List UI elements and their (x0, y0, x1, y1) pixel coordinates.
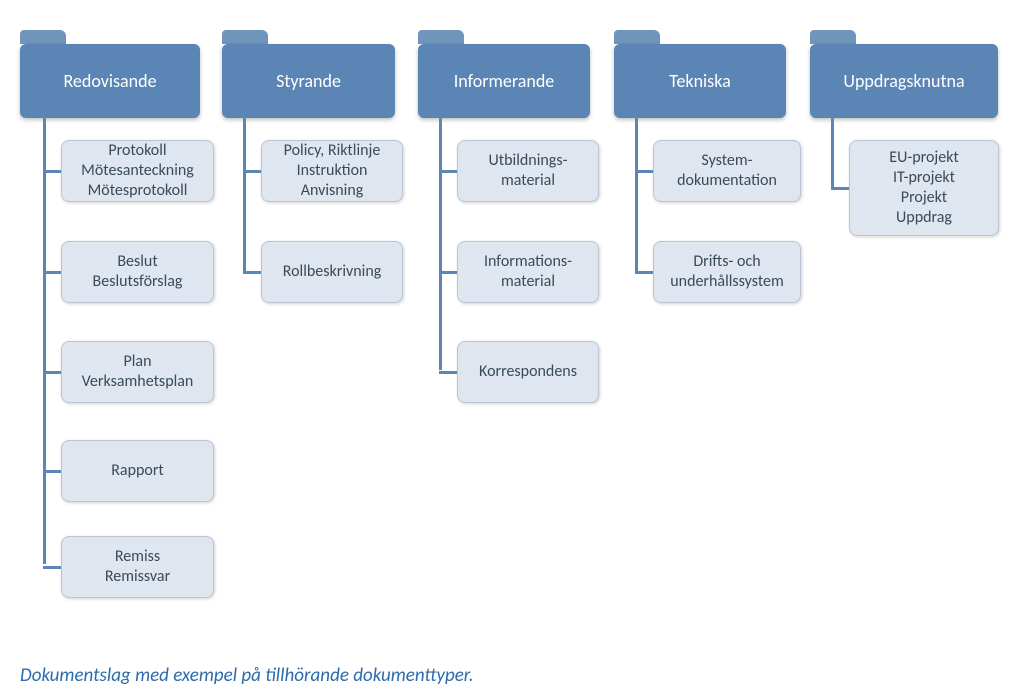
connector-branch-tekniska-0 (635, 170, 653, 173)
connector-branch-redovisande-4 (43, 566, 61, 569)
item-styrande-0: Policy, Riktlinje Instruktion Anvisning (261, 140, 403, 202)
item-redovisande-1: Beslut Beslutsförslag (61, 241, 214, 303)
item-text-informerande-0: Utbildnings- material (483, 147, 574, 195)
connector-trunk-uppdragsknutna (831, 118, 834, 190)
item-styrande-1: Rollbeskrivning (261, 241, 403, 303)
item-informerande-2: Korrespondens (457, 341, 599, 403)
connector-branch-tekniska-1 (635, 271, 653, 274)
item-text-styrande-1: Rollbeskrivning (277, 258, 388, 286)
connector-branch-redovisande-0 (43, 170, 61, 173)
connector-branch-styrande-1 (243, 271, 261, 274)
item-text-redovisande-2: Plan Verksamhetsplan (76, 348, 200, 396)
folder-label-styrande: Styrande (270, 71, 347, 92)
item-text-tekniska-0: System- dokumentation (671, 147, 783, 195)
diagram-canvas: Redovisande Protokoll Mötesanteckning Möt… (0, 0, 1024, 695)
item-text-informerande-1: Informations- material (478, 248, 578, 296)
item-informerande-0: Utbildnings- material (457, 140, 599, 202)
connector-branch-informerande-1 (439, 271, 457, 274)
folder-informerande: Informerande (418, 30, 590, 118)
item-text-redovisande-0: Protokoll Mötesanteckning Mötesprotokoll (75, 137, 200, 205)
folder-redovisande: Redovisande (20, 30, 200, 118)
item-text-redovisande-3: Rapport (105, 457, 170, 485)
folder-label-informerande: Informerande (448, 71, 561, 92)
connector-branch-informerande-2 (439, 371, 457, 374)
connector-branch-uppdragsknutna-0 (831, 187, 849, 190)
folder-label-tekniska: Tekniska (663, 71, 736, 92)
item-tekniska-1: Drifts- och underhållssystem (653, 241, 801, 303)
folder-body-informerande: Informerande (418, 44, 590, 118)
folder-tab-tekniska (614, 30, 660, 44)
item-text-informerande-2: Korrespondens (473, 358, 583, 386)
folder-body-styrande: Styrande (222, 44, 395, 118)
item-text-uppdragsknutna-0: EU-projekt IT-projekt Projekt Uppdrag (883, 144, 964, 232)
folder-tab-uppdragsknutna (810, 30, 856, 44)
connector-branch-redovisande-2 (43, 371, 61, 374)
connector-branch-redovisande-3 (43, 470, 61, 473)
folder-body-tekniska: Tekniska (614, 44, 786, 118)
item-redovisande-3: Rapport (61, 440, 214, 502)
connector-branch-styrande-0 (243, 170, 261, 173)
item-tekniska-0: System- dokumentation (653, 140, 801, 202)
item-text-styrande-0: Policy, Riktlinje Instruktion Anvisning (278, 137, 387, 205)
connector-trunk-styrande (243, 118, 246, 272)
folder-label-uppdragsknutna: Uppdragsknutna (837, 71, 970, 92)
folder-tekniska: Tekniska (614, 30, 786, 118)
connector-trunk-tekniska (635, 118, 638, 272)
folder-label-redovisande: Redovisande (57, 71, 162, 92)
item-redovisande-4: Remiss Remissvar (61, 536, 214, 598)
connector-branch-informerande-0 (439, 170, 457, 173)
caption: Dokumentslag med exempel på tillhörande … (20, 664, 474, 687)
item-redovisande-0: Protokoll Mötesanteckning Mötesprotokoll (61, 140, 214, 202)
folder-body-uppdragsknutna: Uppdragsknutna (810, 44, 998, 118)
item-uppdragsknutna-0: EU-projekt IT-projekt Projekt Uppdrag (849, 140, 999, 236)
item-text-tekniska-1: Drifts- och underhållssystem (664, 248, 790, 296)
folder-tab-redovisande (20, 30, 66, 44)
folder-styrande: Styrande (222, 30, 395, 118)
connector-trunk-informerande (439, 118, 442, 370)
item-redovisande-2: Plan Verksamhetsplan (61, 341, 214, 403)
item-informerande-1: Informations- material (457, 241, 599, 303)
folder-uppdragsknutna: Uppdragsknutna (810, 30, 998, 118)
folder-tab-informerande (418, 30, 464, 44)
folder-tab-styrande (222, 30, 268, 44)
item-text-redovisande-4: Remiss Remissvar (99, 543, 176, 591)
item-text-redovisande-1: Beslut Beslutsförslag (87, 248, 189, 296)
folder-body-redovisande: Redovisande (20, 44, 200, 118)
connector-trunk-redovisande (43, 118, 46, 564)
connector-branch-redovisande-1 (43, 271, 61, 274)
